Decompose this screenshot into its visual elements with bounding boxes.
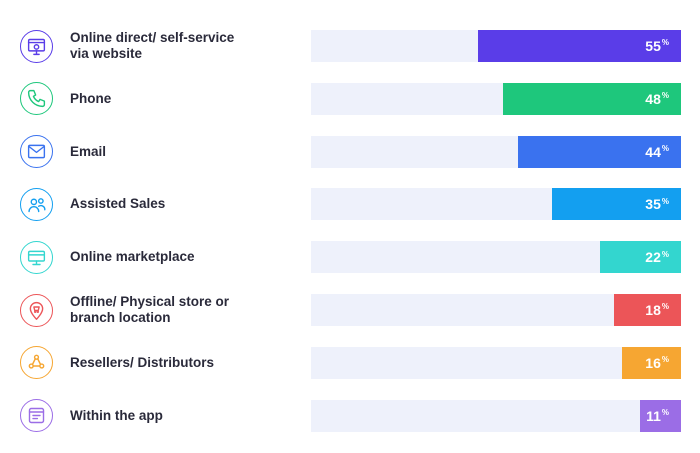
- bar: 44%: [518, 135, 681, 168]
- data-label-suffix: %: [661, 407, 669, 417]
- category-label-line: Email: [70, 143, 107, 159]
- email-icon: [20, 135, 53, 169]
- data-label: 48%: [645, 83, 669, 115]
- data-label: 11%: [646, 400, 669, 432]
- bar: 18%: [614, 294, 681, 326]
- category-label-line: branch location: [70, 310, 171, 325]
- data-label: 16%: [645, 347, 669, 379]
- bar-track: 48%: [311, 82, 681, 115]
- category-label: Online marketplace: [70, 249, 290, 265]
- bar-track: 44%: [311, 135, 681, 168]
- category-label-line: Assisted Sales: [70, 196, 166, 212]
- data-label-value: 16: [645, 354, 661, 371]
- data-label: 22%: [645, 241, 669, 273]
- category-label-line: Offline/ Physical store or: [70, 294, 230, 309]
- data-label-suffix: %: [661, 355, 669, 365]
- data-label-suffix: %: [661, 143, 669, 153]
- data-label-value: 55: [645, 38, 661, 54]
- category-label: Offline/ Physical store or branch locatio…: [70, 294, 290, 326]
- data-label-suffix: %: [661, 249, 669, 259]
- data-label-value: 35: [645, 196, 661, 213]
- data-label: 55%: [645, 30, 669, 62]
- category-label-line: Within the app: [70, 407, 163, 423]
- data-label-suffix: %: [661, 196, 669, 206]
- bar: 22%: [599, 241, 681, 274]
- assisted-sales-icon: [20, 187, 53, 221]
- bar: 35%: [551, 188, 681, 221]
- data-label-suffix: %: [661, 302, 669, 312]
- category-label: Phone: [70, 91, 290, 107]
- bar-track: 16%: [311, 346, 681, 379]
- data-label-value: 44: [645, 143, 661, 160]
- store-location-icon: [20, 293, 53, 327]
- data-label-value: 18: [645, 302, 661, 318]
- data-label-value: 48: [645, 90, 661, 107]
- bar: 16%: [621, 346, 681, 379]
- category-label: Resellers/ Distributors: [70, 355, 290, 371]
- phone-icon: [20, 82, 53, 116]
- category-label: Within the app: [70, 408, 290, 424]
- data-label: 35%: [645, 188, 669, 220]
- bar-track: 35%: [311, 188, 681, 221]
- category-label-line: Resellers/ Distributors: [70, 354, 215, 370]
- bar: 11%: [640, 399, 681, 432]
- category-label-line: via website: [70, 46, 143, 61]
- category-label: Online direct/ self-service via website: [70, 30, 290, 62]
- data-label: 18%: [645, 294, 669, 326]
- bar-track: 22%: [311, 241, 681, 274]
- data-label-value: 22: [645, 249, 661, 266]
- category-label: Email: [70, 144, 290, 160]
- app-icon: [20, 399, 53, 433]
- data-label: 44%: [645, 136, 669, 168]
- category-label-line: Online direct/ self-service: [70, 30, 235, 45]
- resellers-icon: [20, 346, 53, 380]
- data-label-value: 11: [646, 407, 661, 424]
- bar-track: 18%: [311, 294, 681, 326]
- bar-track: 11%: [311, 399, 681, 432]
- marketplace-icon: [20, 240, 53, 274]
- data-label-suffix: %: [661, 91, 669, 101]
- category-label-line: Online marketplace: [70, 249, 195, 265]
- bar: 48%: [503, 82, 681, 115]
- data-label-suffix: %: [661, 38, 669, 48]
- website-icon: [20, 29, 53, 63]
- category-label-line: Phone: [70, 90, 112, 106]
- bar-track: 55%: [311, 30, 681, 62]
- bar: 55%: [477, 30, 681, 62]
- category-label: Assisted Sales: [70, 196, 290, 212]
